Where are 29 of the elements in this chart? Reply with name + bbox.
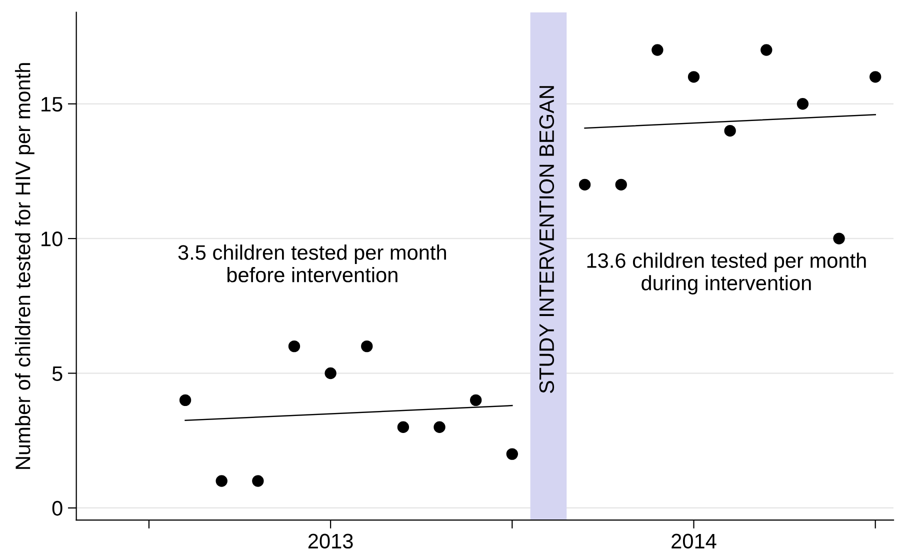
point [506,448,518,460]
point [397,421,410,433]
point [578,178,591,191]
point [833,232,845,244]
point [870,71,882,83]
y-tick-label: 0 [52,500,62,516]
point [324,367,336,380]
point [652,44,664,56]
point [288,340,300,352]
point [361,340,373,352]
point [216,475,228,487]
annotation: STUDY INTERVENTION BEGAN [539,86,554,394]
point [470,394,482,406]
point [796,98,809,110]
annotation: 3.5 children tested per month before intervention [178,244,446,282]
point [434,421,446,433]
point [252,475,264,487]
y-tick-label: 15 [42,97,62,112]
y-tick-label: 5 [52,366,62,381]
point [615,178,627,191]
x-tick-label: 2013 [308,534,353,549]
point [688,71,700,83]
point [179,394,192,406]
annotation: 13.6 children tested per month during intervention [587,252,866,295]
point [724,124,736,137]
point [760,44,772,56]
y-tick-label: 10 [42,232,62,246]
y-axis-title: Number of children tested for HIV per month [14,63,34,469]
x-tick-label: 2014 [672,534,716,549]
